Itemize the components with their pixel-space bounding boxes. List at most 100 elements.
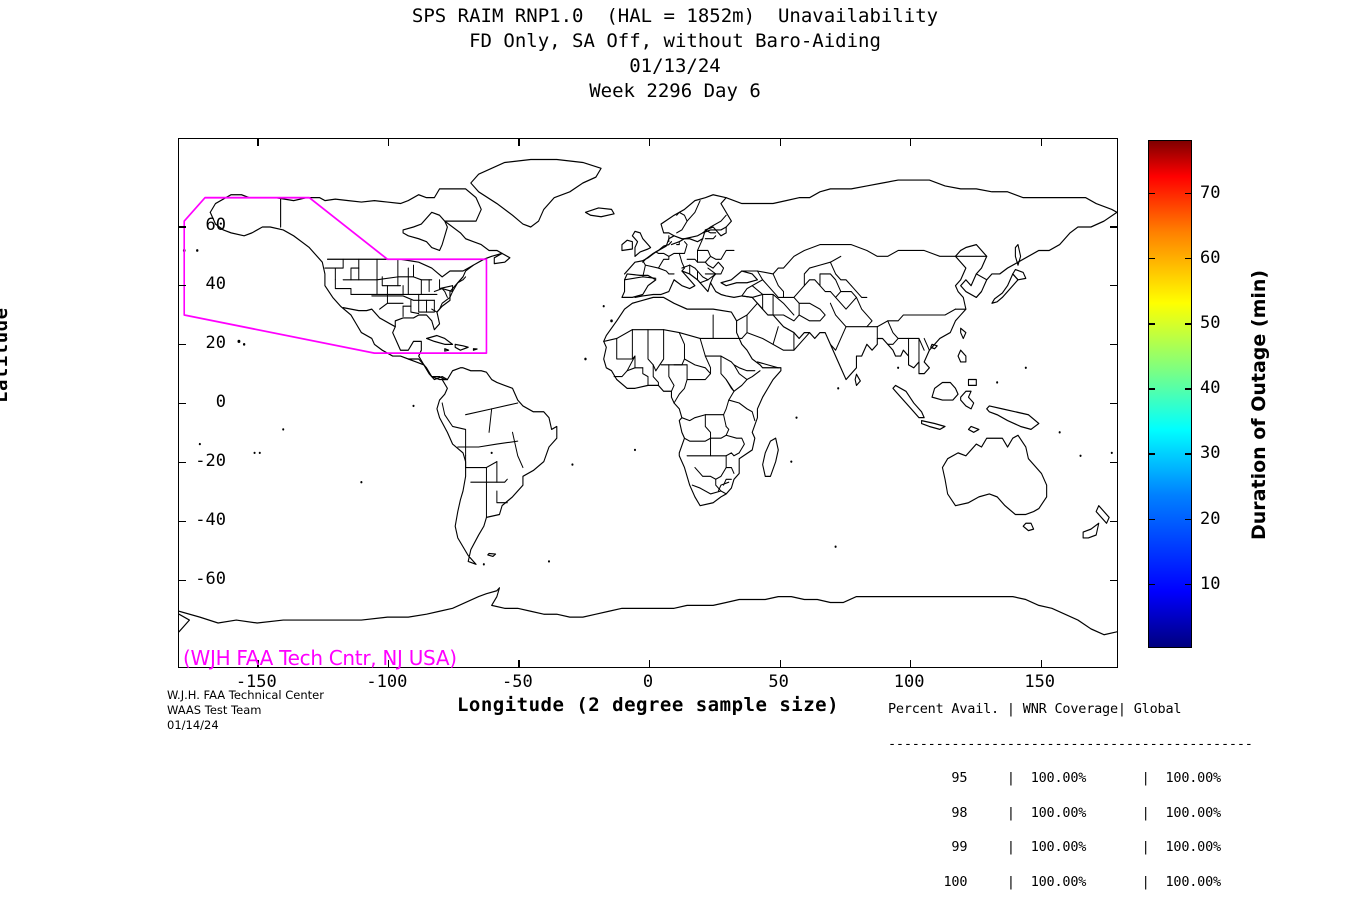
colorbar — [1148, 140, 1192, 648]
x-axis-title: Longitude (2 degree sample size) — [456, 694, 840, 716]
cb-label-70: 70 — [1200, 183, 1221, 203]
stats-header-rule: ----------------------------------------… — [888, 735, 1253, 752]
title-line-2: FD Only, SA Off, without Baro-Aiding — [469, 30, 881, 52]
y-tick-right-m20 — [1110, 461, 1117, 464]
y-tick-label-20: 20 — [205, 333, 226, 353]
footer-line-2: WAAS Test Team — [167, 703, 262, 717]
border-us-canada-49 — [326, 258, 474, 278]
x-tick-label-0: 0 — [642, 672, 654, 692]
stats-header-row: Percent Avail. | WNR Coverage| Global — [888, 701, 1182, 717]
island-japan — [991, 273, 1019, 304]
cb-tick-right-20 — [1185, 518, 1192, 520]
cb-tick-50 — [1148, 323, 1155, 325]
x-tick-label-100: 100 — [893, 672, 925, 692]
coast-africa — [603, 296, 782, 507]
us-state-borders — [324, 258, 467, 318]
y-tick-label-40: 40 — [205, 274, 226, 295]
x-tick-top-50 — [779, 139, 781, 146]
service-volume-boundary — [183, 196, 488, 355]
island-new-zealand-north — [1095, 505, 1110, 524]
island-greenland — [470, 158, 602, 228]
island-iceland — [584, 207, 615, 218]
south-america-borders — [441, 402, 524, 518]
colorbar-title: Duration of Outage (min) — [1248, 269, 1270, 540]
y-tick-m40 — [179, 520, 186, 523]
island-great-britain — [631, 230, 652, 257]
title-line-3: 01/13/24 — [629, 55, 721, 77]
island-sakhalin — [1014, 243, 1022, 266]
island-falklands — [487, 552, 497, 558]
footer-line-1: W.J.H. FAA Technical Center — [167, 688, 324, 702]
coast-south-america — [436, 367, 558, 565]
island-tasmania — [1022, 522, 1035, 532]
x-tick-m150 — [257, 660, 259, 667]
cb-tick-right-40 — [1185, 388, 1192, 390]
island-puerto-rico — [472, 348, 478, 351]
cb-tick-10 — [1148, 583, 1155, 585]
x-tick-label-m100: -100 — [366, 672, 408, 692]
x-tick-top-150 — [1040, 139, 1043, 146]
y-tick-label-60: 60 — [205, 215, 226, 236]
cb-tick-right-70 — [1185, 193, 1192, 195]
cb-tick-right-50 — [1185, 323, 1192, 325]
title-line-4: Week 2296 Day 6 — [589, 80, 761, 102]
stats-row-99: 99 | 100.00% | 100.00% — [888, 839, 1221, 855]
x-tick-150 — [1040, 660, 1043, 667]
stats-row-98: 98 | 100.00% | 100.00% — [888, 804, 1221, 821]
island-cuba — [425, 334, 454, 345]
coast-antarctica-left — [179, 613, 190, 633]
island-ireland — [621, 239, 633, 252]
coast-australia — [941, 434, 1048, 516]
y-tick-m20 — [179, 461, 186, 464]
island-timor — [967, 425, 980, 433]
cb-label-20: 20 — [1200, 508, 1221, 529]
y-tick-20 — [179, 344, 186, 346]
europe-borders — [624, 200, 735, 284]
island-jamaica — [444, 348, 450, 352]
coast-europe-atlantic — [624, 194, 732, 275]
x-tick-label-m150: -150 — [235, 672, 277, 692]
island-borneo — [931, 381, 959, 401]
y-tick-m60 — [179, 579, 186, 581]
cb-label-10: 10 — [1200, 573, 1221, 594]
watermark-label: (WJH FAA Tech Cntr, NJ USA) — [183, 646, 457, 670]
coast-mediterranean-north — [634, 270, 743, 299]
coast-hudson-bay-east — [392, 220, 503, 381]
x-tick-label-m50: -50 — [502, 672, 533, 692]
island-sri-lanka — [854, 373, 861, 387]
island-new-guinea — [986, 405, 1040, 431]
cb-label-40: 40 — [1200, 378, 1221, 399]
y-tick-right-60 — [1110, 226, 1117, 228]
coast-west-north-america — [209, 211, 448, 381]
x-tick-0 — [649, 660, 651, 667]
coast-black-sea — [720, 270, 758, 287]
island-madagascar — [762, 437, 779, 477]
island-sulawesi — [960, 390, 975, 410]
small-islands — [182, 249, 1113, 566]
border-us-mexico — [342, 307, 396, 328]
cb-label-60: 60 — [1200, 248, 1221, 269]
x-tick-label-50: 50 — [768, 672, 789, 692]
y-tick-60 — [179, 226, 186, 228]
asia-borders — [736, 244, 988, 369]
y-tick-right-20 — [1110, 344, 1117, 346]
cb-tick-right-30 — [1185, 453, 1192, 455]
cb-tick-40 — [1148, 388, 1155, 390]
cb-label-30: 30 — [1200, 443, 1221, 464]
island-sumatra — [892, 384, 925, 419]
x-tick-top-m100 — [387, 139, 390, 146]
coast-antarctica — [179, 587, 1117, 636]
cb-tick-70 — [1148, 193, 1155, 195]
availability-stats-table: Percent Avail. | WNR Coverage| Global --… — [888, 681, 1253, 900]
y-tick-right-0 — [1110, 402, 1117, 405]
x-tick-m100 — [387, 660, 390, 667]
y-tick-0 — [179, 402, 186, 405]
y-tick-40 — [179, 285, 186, 287]
x-tick-100 — [910, 660, 912, 667]
x-tick-label-150: 150 — [1024, 672, 1056, 692]
cb-tick-right-60 — [1185, 258, 1192, 260]
cb-tick-30 — [1148, 453, 1155, 455]
title-block: SPS RAIM RNP1.0 (HAL = 1852m) Unavailabi… — [0, 4, 1350, 104]
y-tick-right-40 — [1110, 285, 1117, 287]
x-tick-top-0 — [649, 139, 651, 146]
